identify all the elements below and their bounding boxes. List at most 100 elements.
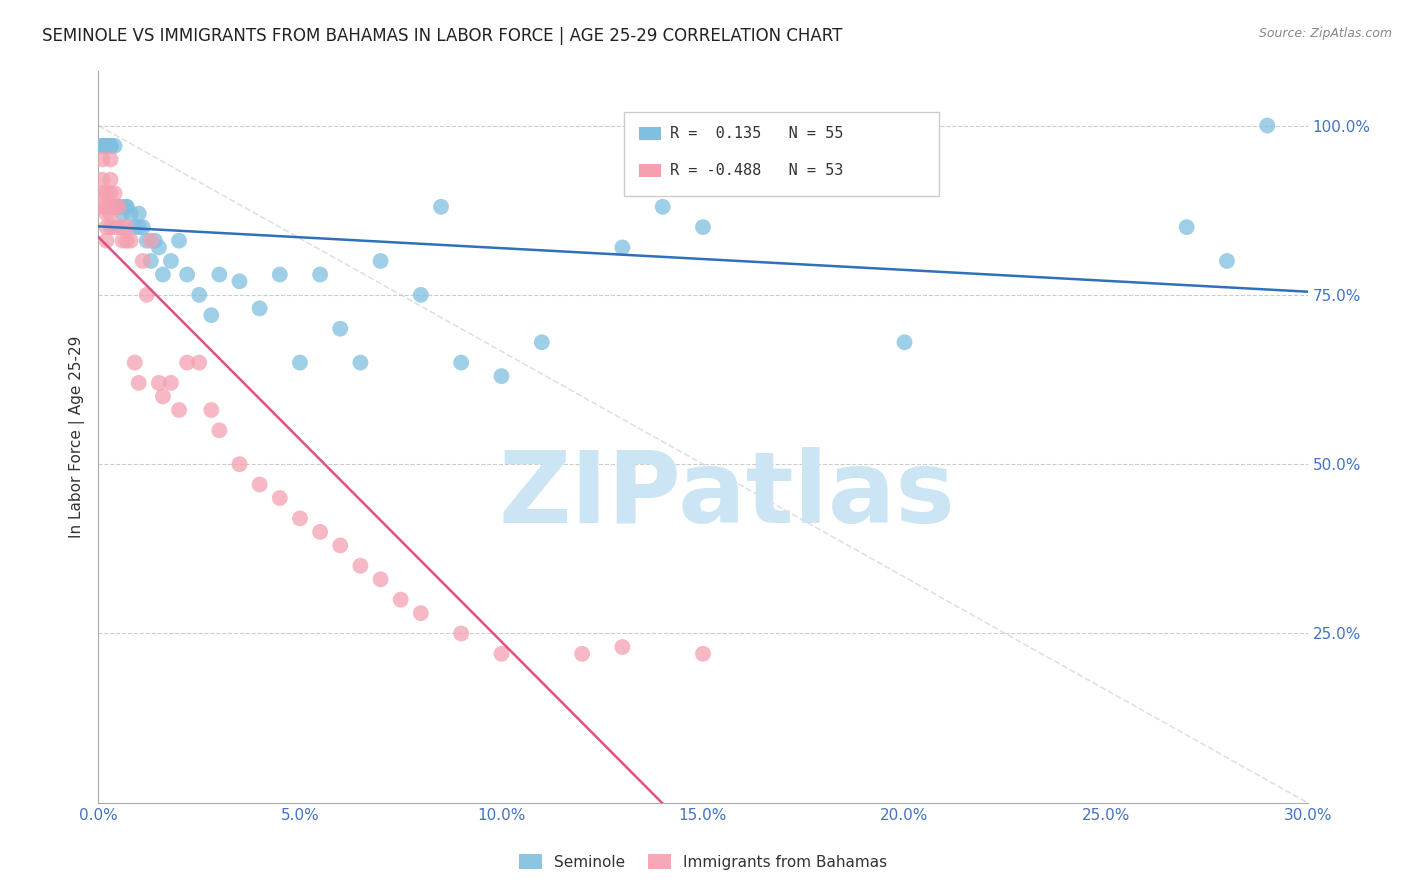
Point — [1175, 220, 1198, 235]
Point — [96, 139, 118, 153]
Point — [349, 355, 371, 369]
Point — [91, 139, 114, 153]
Point — [132, 220, 155, 235]
Point — [571, 647, 593, 661]
Point — [96, 206, 118, 220]
Point — [430, 200, 453, 214]
Text: R = -0.488   N = 53: R = -0.488 N = 53 — [671, 162, 844, 178]
Point — [100, 139, 122, 153]
Text: ZIPatlas: ZIPatlas — [499, 447, 956, 544]
Point — [139, 234, 162, 248]
Point — [249, 301, 271, 316]
Point — [651, 200, 673, 214]
Point — [100, 139, 122, 153]
Point — [103, 200, 125, 214]
Point — [1256, 119, 1278, 133]
Text: Source: ZipAtlas.com: Source: ZipAtlas.com — [1258, 27, 1392, 40]
Point — [100, 139, 122, 153]
Point — [152, 268, 174, 282]
Point — [103, 186, 125, 201]
Point — [409, 288, 432, 302]
Point — [124, 355, 146, 369]
Point — [200, 403, 222, 417]
Point — [176, 268, 198, 282]
Point — [309, 268, 332, 282]
Point — [115, 200, 138, 214]
Point — [115, 200, 138, 214]
Point — [115, 234, 138, 248]
Point — [450, 626, 472, 640]
Point — [349, 558, 371, 573]
Point — [120, 206, 142, 220]
Point — [100, 206, 122, 220]
Point — [96, 234, 118, 248]
Point — [100, 200, 122, 214]
Point — [200, 308, 222, 322]
Point — [143, 234, 166, 248]
Point — [612, 640, 634, 654]
Point — [91, 200, 114, 214]
Point — [893, 335, 915, 350]
Point — [91, 153, 114, 167]
Point — [100, 186, 122, 201]
Point — [450, 355, 472, 369]
Point — [249, 477, 271, 491]
FancyBboxPatch shape — [638, 127, 661, 140]
Point — [100, 220, 122, 235]
Point — [288, 511, 311, 525]
Point — [269, 268, 291, 282]
Point — [103, 200, 125, 214]
Point — [128, 206, 150, 220]
Point — [100, 139, 122, 153]
Point — [152, 389, 174, 403]
Point — [160, 254, 183, 268]
Point — [96, 139, 118, 153]
Point — [103, 220, 125, 235]
Point — [128, 376, 150, 390]
Point — [309, 524, 332, 539]
Point — [91, 172, 114, 186]
Point — [96, 186, 118, 201]
Point — [132, 254, 155, 268]
Point — [167, 234, 190, 248]
Point — [96, 200, 118, 214]
Point — [188, 288, 211, 302]
Point — [491, 647, 513, 661]
Point — [139, 254, 162, 268]
Point — [91, 139, 114, 153]
FancyBboxPatch shape — [624, 112, 939, 195]
Point — [107, 200, 129, 214]
Point — [91, 186, 114, 201]
Point — [115, 220, 138, 235]
Point — [208, 423, 231, 437]
Point — [269, 491, 291, 505]
FancyBboxPatch shape — [638, 163, 661, 177]
Point — [228, 274, 250, 288]
Point — [530, 335, 553, 350]
Point — [124, 220, 146, 235]
Point — [128, 220, 150, 235]
Point — [188, 355, 211, 369]
Point — [370, 254, 392, 268]
Point — [96, 220, 118, 235]
Y-axis label: In Labor Force | Age 25-29: In Labor Force | Age 25-29 — [69, 336, 84, 538]
Point — [329, 538, 352, 552]
Point — [107, 200, 129, 214]
Point — [692, 647, 714, 661]
Point — [107, 200, 129, 214]
Point — [409, 606, 432, 620]
Point — [148, 376, 170, 390]
Point — [100, 153, 122, 167]
Point — [111, 234, 134, 248]
Point — [148, 240, 170, 254]
Point — [91, 139, 114, 153]
Point — [160, 376, 183, 390]
Point — [389, 592, 412, 607]
Point — [135, 234, 157, 248]
Point — [120, 234, 142, 248]
Text: R =  0.135   N = 55: R = 0.135 N = 55 — [671, 126, 844, 141]
Point — [176, 355, 198, 369]
Point — [612, 240, 634, 254]
Legend: Seminole, Immigrants from Bahamas: Seminole, Immigrants from Bahamas — [513, 848, 893, 876]
Point — [111, 206, 134, 220]
